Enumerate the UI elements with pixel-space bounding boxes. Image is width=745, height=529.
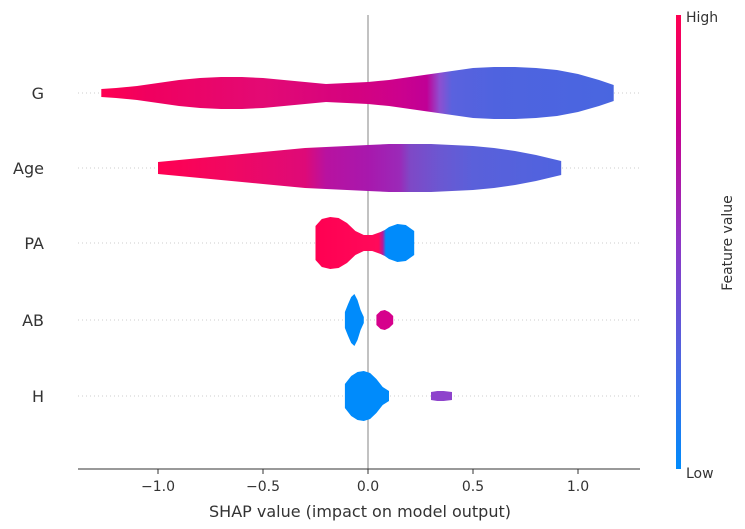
feature-label-g: G — [32, 84, 44, 103]
feature-label-pa: PA — [24, 234, 44, 253]
violin-g — [101, 67, 614, 119]
violin-ab-segment-1 — [344, 294, 364, 346]
x-tick-label: −1.0 — [141, 479, 175, 495]
colorbar-title: Feature value — [720, 195, 736, 291]
feature-label-ab: AB — [22, 311, 44, 330]
x-tick-label: −0.5 — [246, 479, 280, 495]
x-tick-label: 0.0 — [357, 479, 379, 495]
x-axis-ticks: −1.0 −0.5 0.0 0.5 1.0 — [141, 469, 589, 495]
violin-age — [158, 144, 562, 192]
feature-label-h: H — [32, 387, 44, 406]
violin-ab-segment-2 — [376, 310, 394, 330]
feature-labels: G Age PA AB H — [13, 84, 44, 406]
colorbar-low-label: Low — [686, 466, 714, 482]
x-axis-title: SHAP value (impact on model output) — [209, 502, 511, 521]
colorbar-high-label: High — [686, 10, 718, 26]
feature-label-age: Age — [13, 159, 44, 178]
x-tick-label: 1.0 — [567, 479, 589, 495]
colorbar — [676, 15, 681, 469]
violin-h-segment-1 — [344, 371, 389, 421]
violin-shapes — [101, 67, 614, 421]
x-tick-label: 0.5 — [462, 479, 484, 495]
violin-h-segment-2 — [431, 391, 452, 401]
violin-pa — [315, 217, 415, 269]
